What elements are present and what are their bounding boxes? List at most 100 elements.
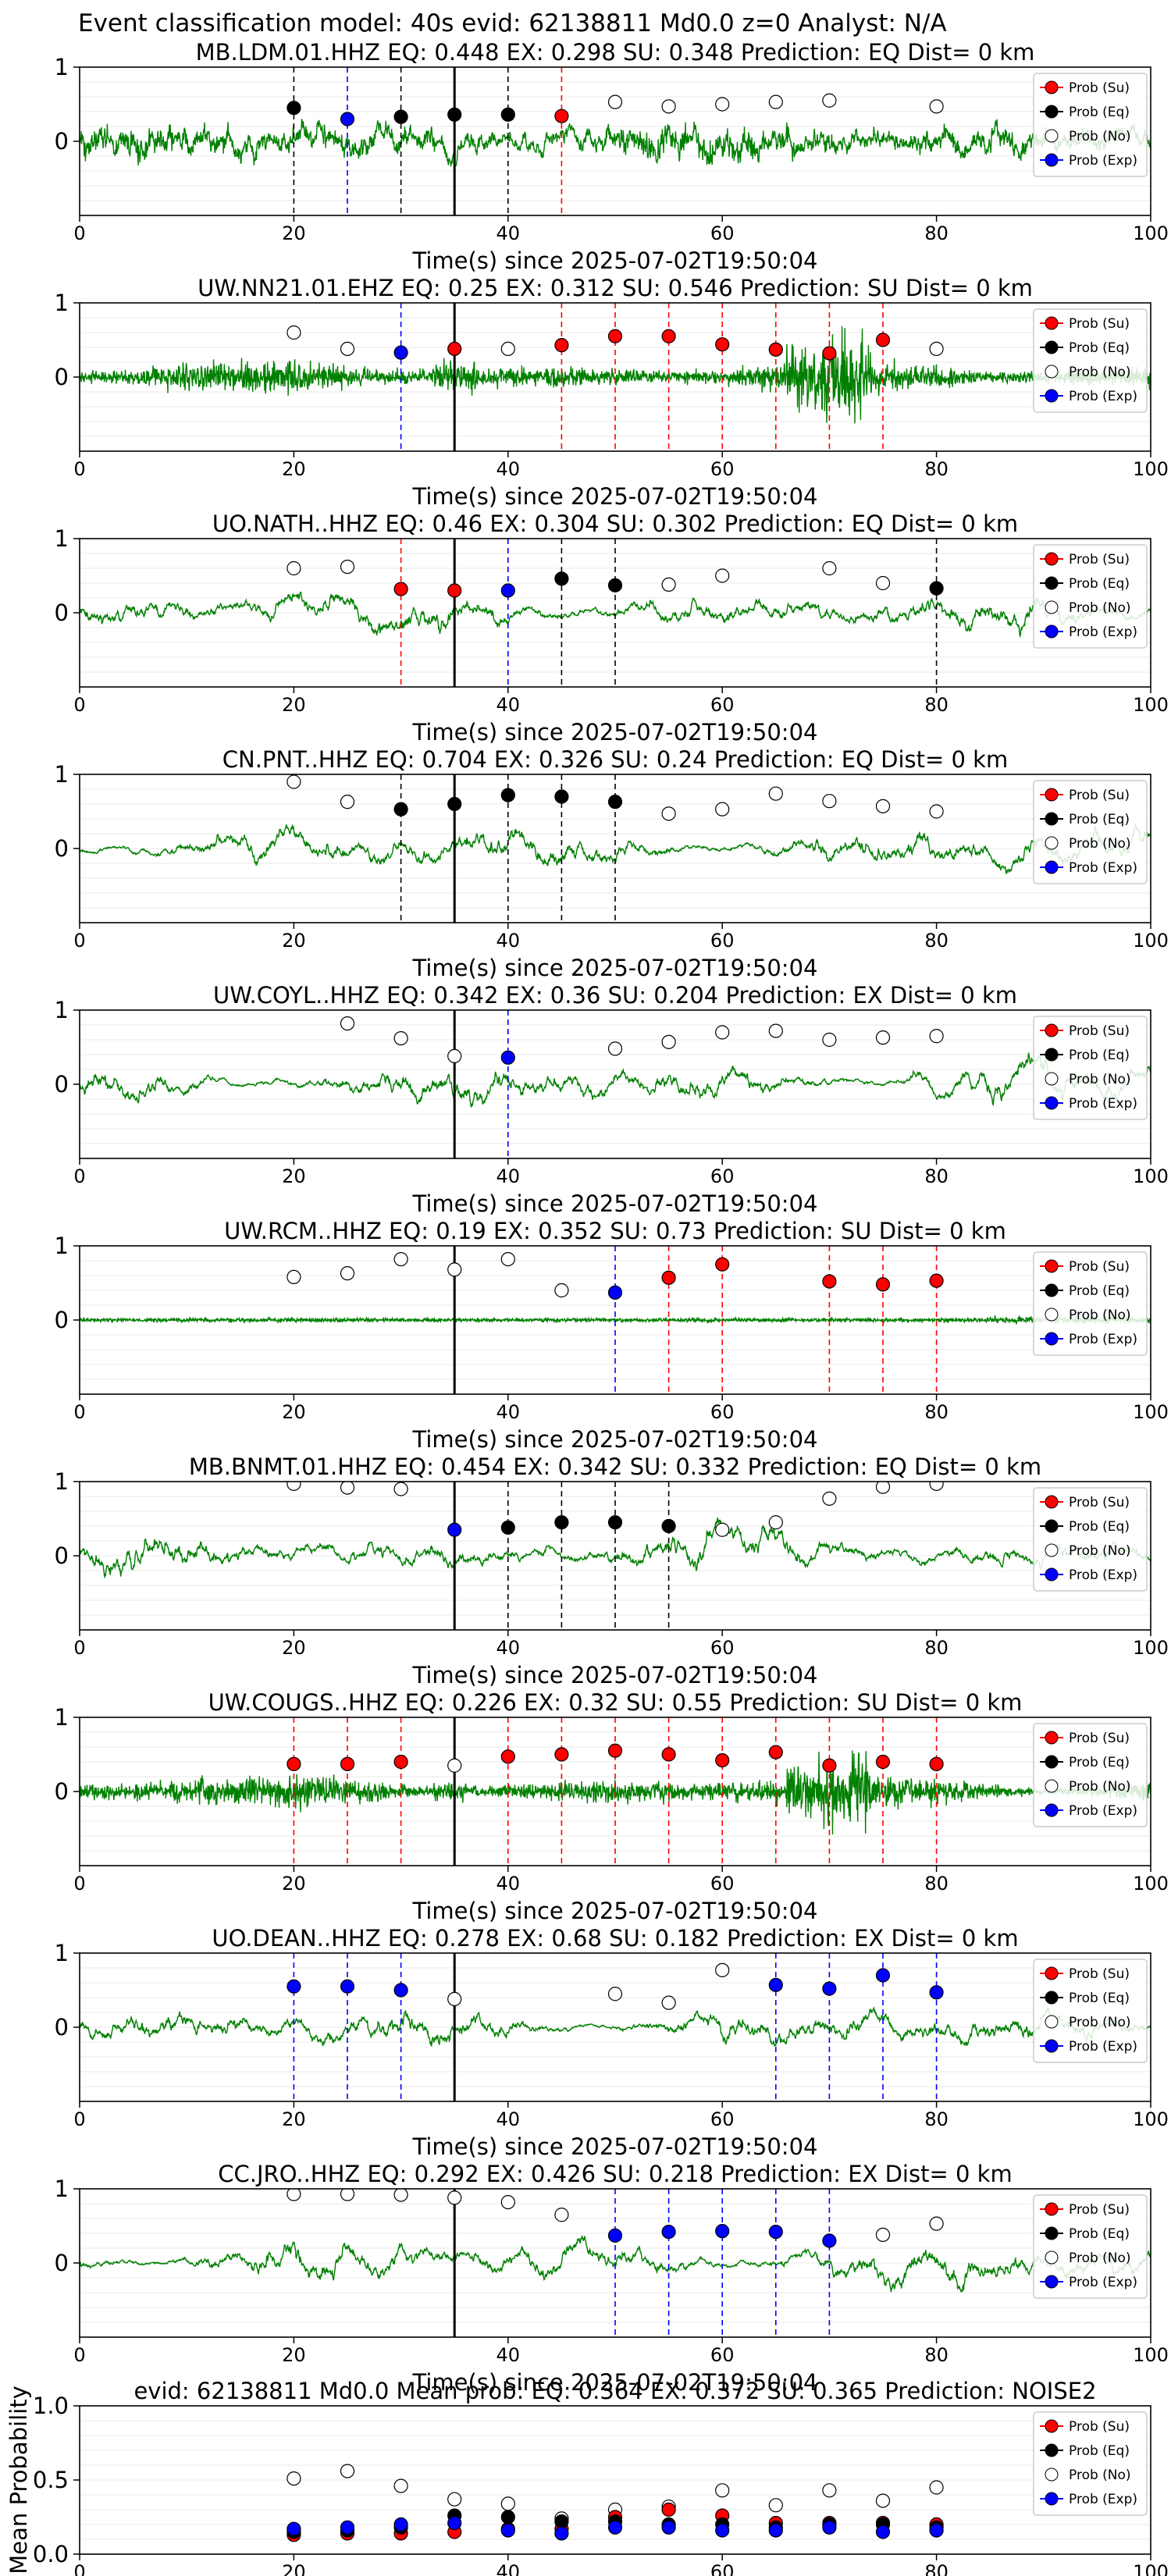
prob-point-no <box>287 2471 301 2486</box>
x-axis-label: Time(s) since 2025-07-02T19:50:04 <box>412 1898 818 1924</box>
x-tick-label: 40 <box>497 2561 521 2576</box>
plot-area <box>80 1482 1151 1630</box>
legend-marker-no <box>1045 129 1059 143</box>
legend-label-eq: Prob (Eq) <box>1069 1283 1130 1299</box>
prob-point-su <box>393 1754 408 1770</box>
x-tick-label: 60 <box>710 1401 735 1423</box>
legend-marker-su <box>1045 1966 1059 1980</box>
x-axis-label: Time(s) since 2025-07-02T19:50:04 <box>412 1190 818 1217</box>
station-panel-10: CC.JRO..HHZ EQ: 0.292 EX: 0.426 SU: 0.21… <box>55 2161 1169 2396</box>
prob-point-eq <box>607 578 623 592</box>
x-axis-label: Time(s) since 2025-07-02T19:50:04 <box>412 1426 818 1453</box>
legend-label-su: Prob (Su) <box>1069 1259 1130 1275</box>
prob-point-no <box>875 575 891 591</box>
x-axis-label: Time(s) since 2025-07-02T19:50:04 <box>412 719 818 745</box>
x-tick-label: 100 <box>1133 1401 1169 1423</box>
prob-point-no <box>715 97 730 112</box>
prob-point-su <box>607 1743 623 1758</box>
station-panel-8: UW.COUGS..HHZ EQ: 0.226 EX: 0.32 SU: 0.5… <box>55 1689 1169 1924</box>
legend-marker-eq <box>1045 1991 1059 2005</box>
x-tick-label: 40 <box>497 930 521 952</box>
prob-point-no <box>340 341 355 356</box>
legend-marker-eq <box>1045 2443 1059 2457</box>
figure-suptitle: Event classification model: 40s evid: 62… <box>78 9 947 37</box>
prob-point-no <box>822 794 837 809</box>
prob-point-eq <box>554 571 569 586</box>
prob-point-no <box>287 774 301 789</box>
prob-point-no <box>929 1482 944 1491</box>
prob-point-no <box>500 2195 515 2210</box>
legend-marker-no <box>1045 365 1059 379</box>
x-tick-label: 20 <box>282 694 306 716</box>
legend-label-su: Prob (Su) <box>1069 552 1130 568</box>
prob-point-eq <box>554 2514 569 2529</box>
panel-title: UW.RCM..HHZ EQ: 0.19 EX: 0.352 SU: 0.73 … <box>224 1218 1006 1244</box>
prob-point-su <box>875 1754 891 1770</box>
prob-point-no <box>822 560 837 576</box>
x-tick-label: 20 <box>282 2561 306 2576</box>
legend-label-eq: Prob (Eq) <box>1069 576 1130 592</box>
legend-marker-exp <box>1045 1096 1059 1110</box>
x-tick-label: 0 <box>73 222 85 244</box>
prob-point-eq <box>607 795 623 809</box>
legend-label-exp: Prob (Exp) <box>1069 1096 1137 1112</box>
prob-point-exp <box>500 583 515 598</box>
x-tick-label: 20 <box>282 1637 306 1659</box>
legend-label-no: Prob (No) <box>1069 365 1131 380</box>
prob-point-exp <box>768 2225 783 2240</box>
legend-marker-su <box>1045 2419 1059 2433</box>
y-tick-label: 0 <box>55 1307 69 1333</box>
prob-point-no <box>715 1522 730 1537</box>
prob-point-eq <box>500 788 515 802</box>
legend-marker-no <box>1045 2467 1059 2482</box>
y-tick-label: 1 <box>55 1704 69 1731</box>
x-tick-label: 40 <box>497 458 521 480</box>
prob-point-su <box>661 1270 676 1285</box>
legend-box <box>1033 544 1148 649</box>
prob-point-no <box>287 560 301 576</box>
prob-point-no <box>393 1030 408 1046</box>
legend-label-eq: Prob (Eq) <box>1069 340 1130 356</box>
legend-label-exp: Prob (Exp) <box>1069 2492 1137 2507</box>
x-axis-label: Time(s) since 2025-07-02T19:50:04 <box>412 2369 818 2396</box>
legend-marker-exp <box>1045 2039 1059 2053</box>
legend-marker-eq <box>1045 576 1059 590</box>
prob-point-exp <box>287 2521 301 2536</box>
y-tick-label: 1 <box>55 997 69 1023</box>
x-tick-label: 80 <box>924 2108 949 2130</box>
x-tick-label: 20 <box>282 2108 306 2130</box>
legend-label-exp: Prob (Exp) <box>1069 2275 1137 2290</box>
legend-marker-eq <box>1045 812 1059 826</box>
prob-point-no <box>287 325 301 340</box>
prob-point-no <box>393 2189 408 2202</box>
x-tick-label: 40 <box>497 1637 521 1659</box>
legend-marker-su <box>1045 1495 1059 1509</box>
x-tick-label: 0 <box>73 2344 85 2366</box>
prob-point-no <box>554 1283 569 1298</box>
x-tick-label: 80 <box>924 2561 949 2576</box>
prob-point-eq <box>393 109 408 124</box>
legend-label-su: Prob (Su) <box>1069 1023 1130 1039</box>
legend-marker-no <box>1045 1779 1059 1793</box>
waveform-trace <box>80 1517 1151 1579</box>
x-tick-label: 80 <box>924 930 949 952</box>
prob-point-exp <box>607 1285 623 1300</box>
prob-point-su <box>929 1756 944 1771</box>
legend-label-exp: Prob (Exp) <box>1069 2039 1137 2055</box>
x-tick-label: 80 <box>924 222 949 244</box>
x-tick-label: 20 <box>282 1165 306 1187</box>
prob-point-no <box>661 1995 676 2010</box>
legend-6: Prob (Su) Prob (Eq) Prob (No) Prob (Exp) <box>1033 1251 1148 1356</box>
prob-point-eq <box>929 581 944 596</box>
x-tick-label: 60 <box>710 1165 735 1187</box>
legend-marker-exp <box>1045 860 1059 874</box>
prob-point-no <box>715 802 730 817</box>
prob-point-su <box>661 1747 676 1762</box>
legend-marker-su <box>1045 2202 1059 2216</box>
x-tick-label: 0 <box>73 1637 85 1659</box>
x-tick-label: 60 <box>710 930 735 952</box>
legend-label-eq: Prob (Eq) <box>1069 105 1130 120</box>
y-tick-label: 0 <box>55 2014 69 2041</box>
legend-box <box>1033 1723 1148 1827</box>
x-tick-label: 40 <box>497 1401 521 1423</box>
